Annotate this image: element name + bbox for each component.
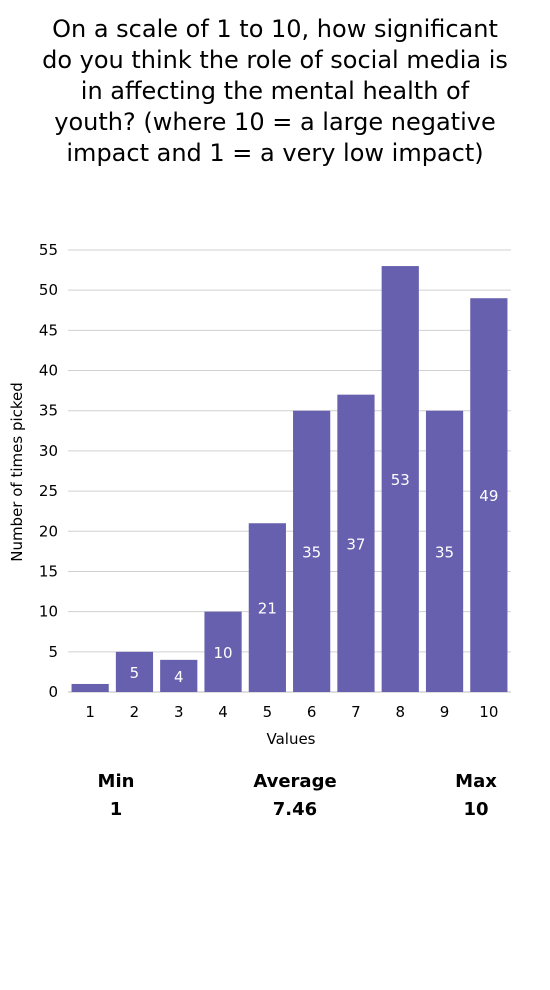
- bar: [470, 298, 508, 692]
- max-stat: Max 10: [436, 768, 516, 824]
- max-value: 10: [463, 799, 489, 820]
- y-tick-label: 0: [48, 683, 58, 701]
- x-tick-label: 4: [218, 703, 228, 721]
- x-tick-label: 7: [351, 703, 361, 721]
- average-value: 7.46: [272, 799, 318, 820]
- x-tick-label: 5: [263, 703, 273, 721]
- min-value: 1: [109, 799, 123, 820]
- x-tick-label: 1: [85, 703, 95, 721]
- bar: [248, 523, 286, 692]
- average-stat: Average 7.46: [235, 768, 355, 824]
- bar: [293, 410, 331, 692]
- chart-title: On a scale of 1 to 10, how significant d…: [42, 15, 508, 167]
- y-tick-label: 50: [39, 281, 58, 299]
- y-tick-label: 40: [39, 362, 58, 380]
- bar-data-label: 37: [346, 535, 365, 553]
- bar: [425, 410, 464, 692]
- y-axis-label: Number of times picked: [8, 382, 26, 562]
- min-label: Min: [97, 771, 135, 792]
- bar-data-labels: 5 4 10 21 35 37 53 35 49: [130, 471, 499, 686]
- bar: [160, 659, 198, 692]
- x-tick-labels: 1 2 3 4 5 6 7 8 9 10: [85, 703, 498, 721]
- min-stat: Min 1: [76, 768, 156, 824]
- bar: [337, 394, 375, 692]
- y-tick-label: 35: [39, 402, 58, 420]
- x-tick-label: 3: [174, 703, 184, 721]
- max-label: Max: [455, 771, 497, 792]
- bar-data-label: 5: [130, 664, 140, 682]
- y-tick-label: 25: [39, 482, 58, 500]
- average-label: Average: [253, 771, 337, 792]
- bar: [204, 611, 242, 692]
- bar: [381, 266, 419, 692]
- y-tick-label: 5: [48, 643, 58, 661]
- x-tick-label: 2: [130, 703, 140, 721]
- bar-data-label: 4: [174, 668, 184, 686]
- bar-data-label: 49: [479, 487, 498, 505]
- y-tick-labels: 0 5 10 15 20 25 30 35 40 45 50 55: [39, 241, 58, 701]
- y-tick-label: 55: [39, 241, 58, 259]
- x-tick-label: 10: [479, 703, 498, 721]
- bar: [71, 683, 109, 692]
- bar-data-label: 35: [302, 543, 321, 561]
- y-tick-label: 45: [39, 321, 58, 339]
- bar-data-label: 10: [214, 644, 233, 662]
- bars: [71, 266, 508, 692]
- x-tick-label: 8: [395, 703, 405, 721]
- y-tick-label: 10: [39, 603, 58, 621]
- bar-data-label: 35: [435, 543, 454, 561]
- x-tick-label: 6: [307, 703, 317, 721]
- y-tick-label: 15: [39, 562, 58, 580]
- bar: [115, 651, 154, 692]
- y-tick-label: 30: [39, 442, 58, 460]
- bar-data-label: 53: [391, 471, 410, 489]
- x-axis-label: Values: [266, 730, 315, 748]
- x-tick-label: 9: [440, 703, 450, 721]
- y-tick-label: 20: [39, 522, 58, 540]
- bar-data-label: 21: [258, 600, 277, 618]
